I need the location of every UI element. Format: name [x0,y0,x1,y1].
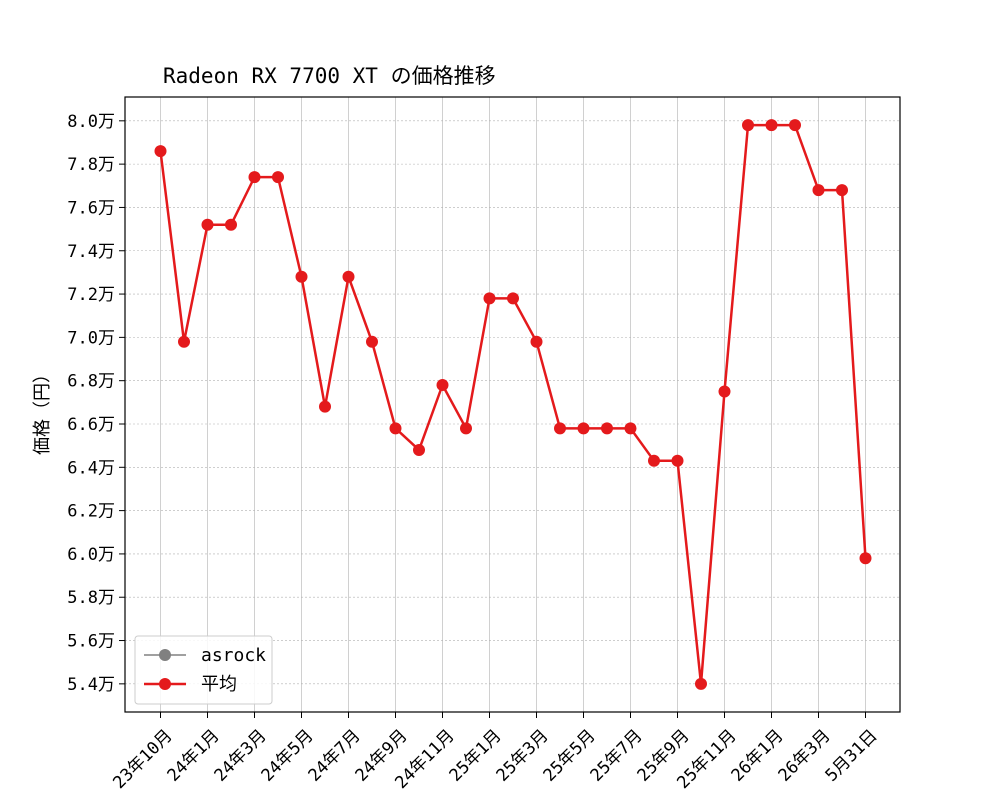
data-point [742,119,754,132]
data-point [201,218,214,231]
data-point [342,270,355,283]
y-tick-label: 8.0万 [67,112,115,132]
data-point [295,270,308,283]
data-point [272,171,284,184]
data-point [507,292,519,305]
y-tick-label: 6.6万 [67,415,115,435]
data-point [530,335,543,348]
data-point [248,171,261,184]
data-point [389,422,402,435]
data-point [601,422,613,435]
data-point [836,184,848,197]
plot-frame [124,96,901,713]
grid-lines [125,97,900,712]
y-tick-label: 6.4万 [67,458,115,478]
y-axis-label: 価格（円） [32,365,53,455]
data-point [483,292,496,305]
data-point [624,422,637,435]
data-point [765,119,778,132]
data-point [648,454,660,467]
data-point [460,422,472,435]
y-tick-label: 7.6万 [67,198,115,218]
data-point [436,379,449,392]
data-point [413,443,425,456]
y-tick-label: 5.8万 [67,588,115,608]
legend-marker-asrock [159,649,171,661]
legend-label-average: 平均 [201,674,237,695]
data-point [225,218,237,231]
data-point [366,335,378,348]
data-point [554,422,566,435]
chart-title: Radeon RX 7700 XT の価格推移 [163,64,496,88]
data-point [695,677,707,690]
y-tick-label: 7.4万 [67,242,115,262]
y-tick-label: 6.0万 [67,545,115,565]
legend-marker-average [159,678,171,690]
series-group [154,119,872,690]
data-point [812,184,825,197]
data-point [671,454,684,467]
data-point [178,335,190,348]
data-point [577,422,590,435]
y-axis: 5.4万 5.6万 5.8万 6.0万 6.2万 6.4万 6.6万 6.8万 7.0万 7.2万… [67,112,125,695]
legend: asrock 平均 [134,635,273,705]
data-point [154,145,167,158]
y-tick-label: 5.4万 [67,675,115,695]
y-tick-label: 6.2万 [67,502,115,522]
legend-label-asrock: asrock [201,645,266,666]
y-tick-label: 7.2万 [67,285,115,305]
data-point [718,385,731,398]
data-point [859,552,872,565]
y-tick-label: 6.8万 [67,372,115,392]
y-tick-label: 7.8万 [67,155,115,175]
data-point [789,119,801,132]
y-tick-label: 5.6万 [67,632,115,652]
y-tick-label: 7.0万 [67,328,115,348]
data-point [319,400,331,413]
